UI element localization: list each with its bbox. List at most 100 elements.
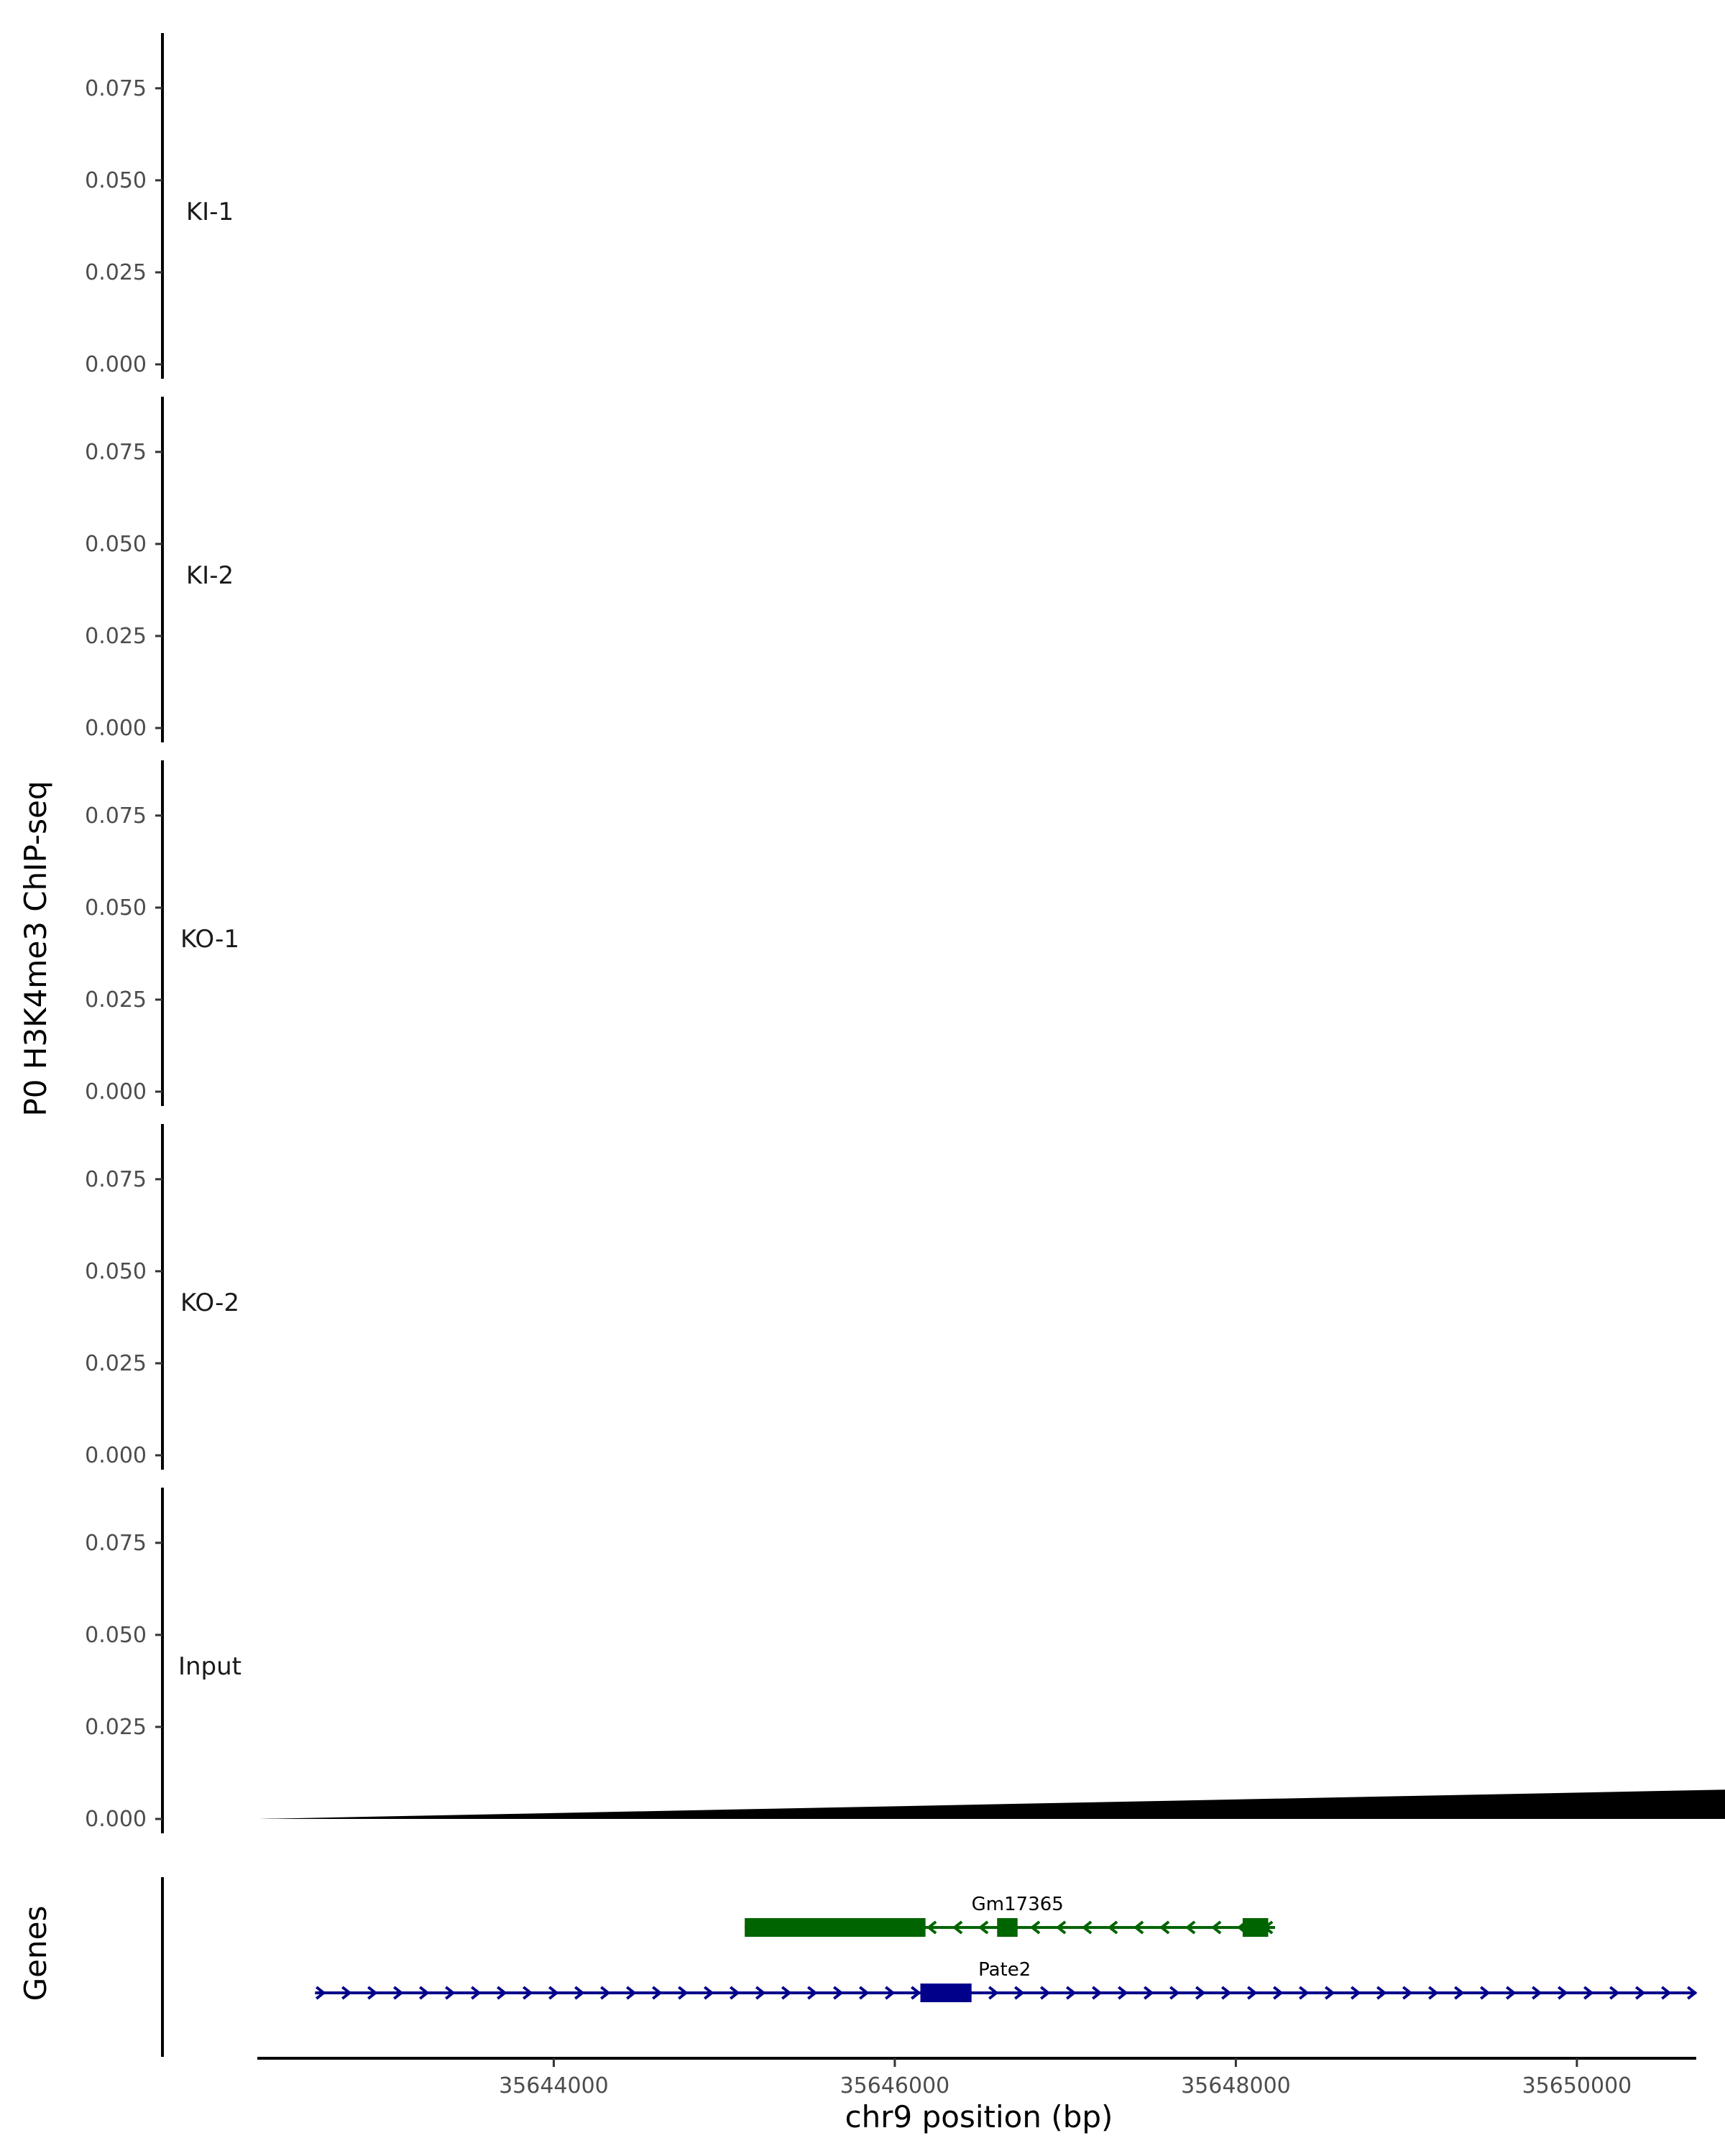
y-tick-label: 0.000 [85,716,147,741]
strand-chevron-icon [678,1986,689,2000]
x-tick-label: 35644000 [499,2073,609,2099]
strand-chevron-icon [548,1986,559,2000]
y-tick-label: 0.025 [85,987,147,1013]
y-tick-label: 0.075 [85,1167,147,1192]
signal-area-input [259,1789,1725,1819]
x-tick-label: 35648000 [1181,2073,1291,2099]
track-label: KI-2 [186,561,234,590]
strand-chevron-icon [807,1986,818,2000]
strand-chevron-icon [926,1920,937,1935]
strand-chevron-icon [574,1986,585,2000]
strand-chevron-icon [1169,1986,1180,2000]
y-tick-label: 0.050 [85,895,147,921]
y-axis-title: P0 H3K4me3 ChIP-seq [18,780,53,1116]
strand-chevron-icon [471,1986,482,2000]
x-axis: 35644000 35646000 35648000 35650000 [257,2057,1696,2099]
strand-chevron-icon [1480,1986,1491,2000]
strand-chevron-icon [1029,1920,1041,1935]
strand-chevron-icon [652,1986,663,2000]
track-ko-1: 0.000 0.025 0.050 0.075 KO-1 [85,760,239,1106]
strand-chevron-icon [1273,1986,1284,2000]
strand-chevron-icon [1454,1986,1465,2000]
strand-chevron-icon [1133,1920,1144,1935]
strand-chevron-icon [1428,1986,1439,2000]
strand-chevron-icon [367,1986,378,2000]
x-tick-label: 35650000 [1522,2073,1632,2099]
strand-chevron-icon [730,1986,740,2000]
y-tick-label: 0.050 [85,532,147,557]
strand-chevron-icon [859,1986,870,2000]
y-tick-label: 0.025 [85,260,147,285]
strand-chevron-icon [885,1986,896,2000]
y-tick-label: 0.000 [85,1443,147,1468]
strand-chevron-icon [1159,1920,1170,1935]
strand-chevron-icon [1221,1986,1232,2000]
track-ki-1: 0.000 0.025 0.050 0.075 KI-1 [85,33,234,379]
y-tick-label: 0.050 [85,1623,147,1648]
strand-chevron-icon [1325,1986,1335,2000]
strand-chevron-icon [781,1986,792,2000]
y-tick-label: 0.000 [85,352,147,377]
track-label: Input [178,1652,242,1681]
strand-chevron-icon [341,1986,352,2000]
strand-chevron-icon [600,1986,611,2000]
y-tick-label: 0.025 [85,624,147,649]
strand-chevron-icon [1107,1920,1118,1935]
y-tick-label: 0.050 [85,1259,147,1284]
strand-chevron-icon [419,1986,430,2000]
track-label: KO-1 [180,925,239,954]
y-tick-label: 0.050 [85,168,147,193]
strand-chevron-icon [497,1986,507,2000]
y-tick-label: 0.025 [85,1351,147,1376]
gene-pate2: Pate2 [315,1959,1698,2002]
strand-chevron-icon [1402,1986,1413,2000]
strand-chevron-icon [1299,1986,1310,2000]
strand-chevron-icon [1351,1986,1361,2000]
y-tick-label: 0.025 [85,1715,147,1740]
strand-chevron-icon [978,1920,989,1935]
gene-label: Gm17365 [972,1894,1064,1915]
strand-chevron-icon [523,1986,533,2000]
strand-chevron-icon [1687,1986,1698,2000]
strand-chevron-icon [988,1986,999,2000]
strand-chevron-icon [911,1986,921,2000]
gene-gm17365: Gm17365 [745,1894,1275,1937]
strand-chevron-icon [1055,1920,1067,1935]
track-input: 0.000 0.025 0.050 0.075 Input [85,1488,1725,1833]
strand-chevron-icon [1014,1986,1025,2000]
strand-chevron-icon [626,1986,637,2000]
strand-chevron-icon [1184,1920,1196,1935]
strand-chevron-icon [1040,1986,1051,2000]
strand-chevron-icon [1532,1986,1542,2000]
strand-chevron-icon [1558,1986,1568,2000]
y-tick-label: 0.000 [85,1807,147,1832]
strand-chevron-icon [1144,1986,1154,2000]
strand-chevron-icon [316,1986,326,2000]
strand-chevron-icon [1081,1920,1092,1935]
strand-chevron-icon [952,1920,963,1935]
strand-chevron-icon [1376,1986,1387,2000]
strand-chevron-icon [755,1986,766,2000]
genes-panel-title: Genes [18,1906,53,2001]
strand-chevron-icon [1247,1986,1258,2000]
track-label: KO-2 [180,1289,239,1317]
y-tick-label: 0.075 [85,1531,147,1556]
strand-chevron-icon [1506,1986,1517,2000]
strand-chevron-icon [1661,1986,1672,2000]
x-tick-label: 35646000 [840,2073,950,2099]
x-axis-title: chr9 position (bp) [845,2099,1113,2134]
gene-exon [745,1918,926,1937]
track-ki-2: 0.000 0.025 0.050 0.075 KI-2 [85,397,234,742]
strand-chevron-icon [1609,1986,1620,2000]
y-tick-label: 0.000 [85,1079,147,1105]
y-tick-label: 0.075 [85,803,147,829]
strand-chevron-icon [393,1986,404,2000]
strand-chevron-icon [704,1986,714,2000]
gene-annotation-panel: Gm17365 Pate2 [161,1877,1698,2057]
signal-tracks: 0.0000.0250.0500.075KI-10.0000.0250.0500… [85,33,1725,1833]
track-ko-2: 0.000 0.025 0.050 0.075 KO-2 [85,1124,239,1470]
y-tick-label: 0.075 [85,76,147,101]
strand-chevron-icon [1210,1920,1222,1935]
